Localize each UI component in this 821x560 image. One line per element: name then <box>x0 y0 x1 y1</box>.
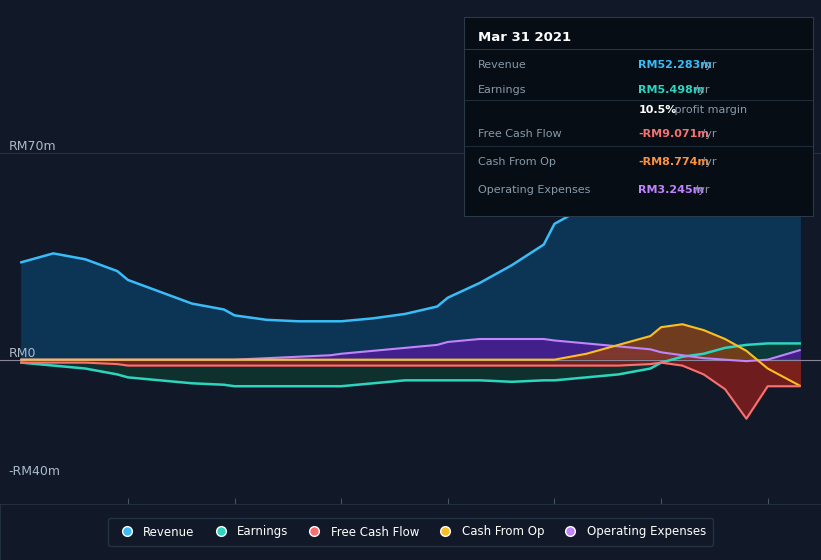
Text: -RM8.774m: -RM8.774m <box>639 157 709 167</box>
Text: 10.5%: 10.5% <box>639 105 677 115</box>
Text: Earnings: Earnings <box>478 85 526 95</box>
Text: RM52.283m: RM52.283m <box>639 59 712 69</box>
Text: /yr: /yr <box>698 59 717 69</box>
Text: RM5.498m: RM5.498m <box>639 85 704 95</box>
Legend: Revenue, Earnings, Free Cash Flow, Cash From Op, Operating Expenses: Revenue, Earnings, Free Cash Flow, Cash … <box>108 519 713 545</box>
Text: RM70m: RM70m <box>8 140 56 153</box>
Text: /yr: /yr <box>691 85 710 95</box>
Text: Revenue: Revenue <box>478 59 526 69</box>
Text: -RM9.071m: -RM9.071m <box>639 129 709 139</box>
Text: Mar 31 2021: Mar 31 2021 <box>478 31 571 44</box>
Text: Free Cash Flow: Free Cash Flow <box>478 129 562 139</box>
Text: Cash From Op: Cash From Op <box>478 157 556 167</box>
Text: RM0: RM0 <box>8 347 36 360</box>
Text: -RM40m: -RM40m <box>8 465 61 478</box>
Text: /yr: /yr <box>698 157 717 167</box>
Text: profit margin: profit margin <box>672 105 748 115</box>
Text: RM3.245m: RM3.245m <box>639 185 704 195</box>
Text: /yr: /yr <box>691 185 710 195</box>
Text: Operating Expenses: Operating Expenses <box>478 185 590 195</box>
Text: /yr: /yr <box>698 129 717 139</box>
